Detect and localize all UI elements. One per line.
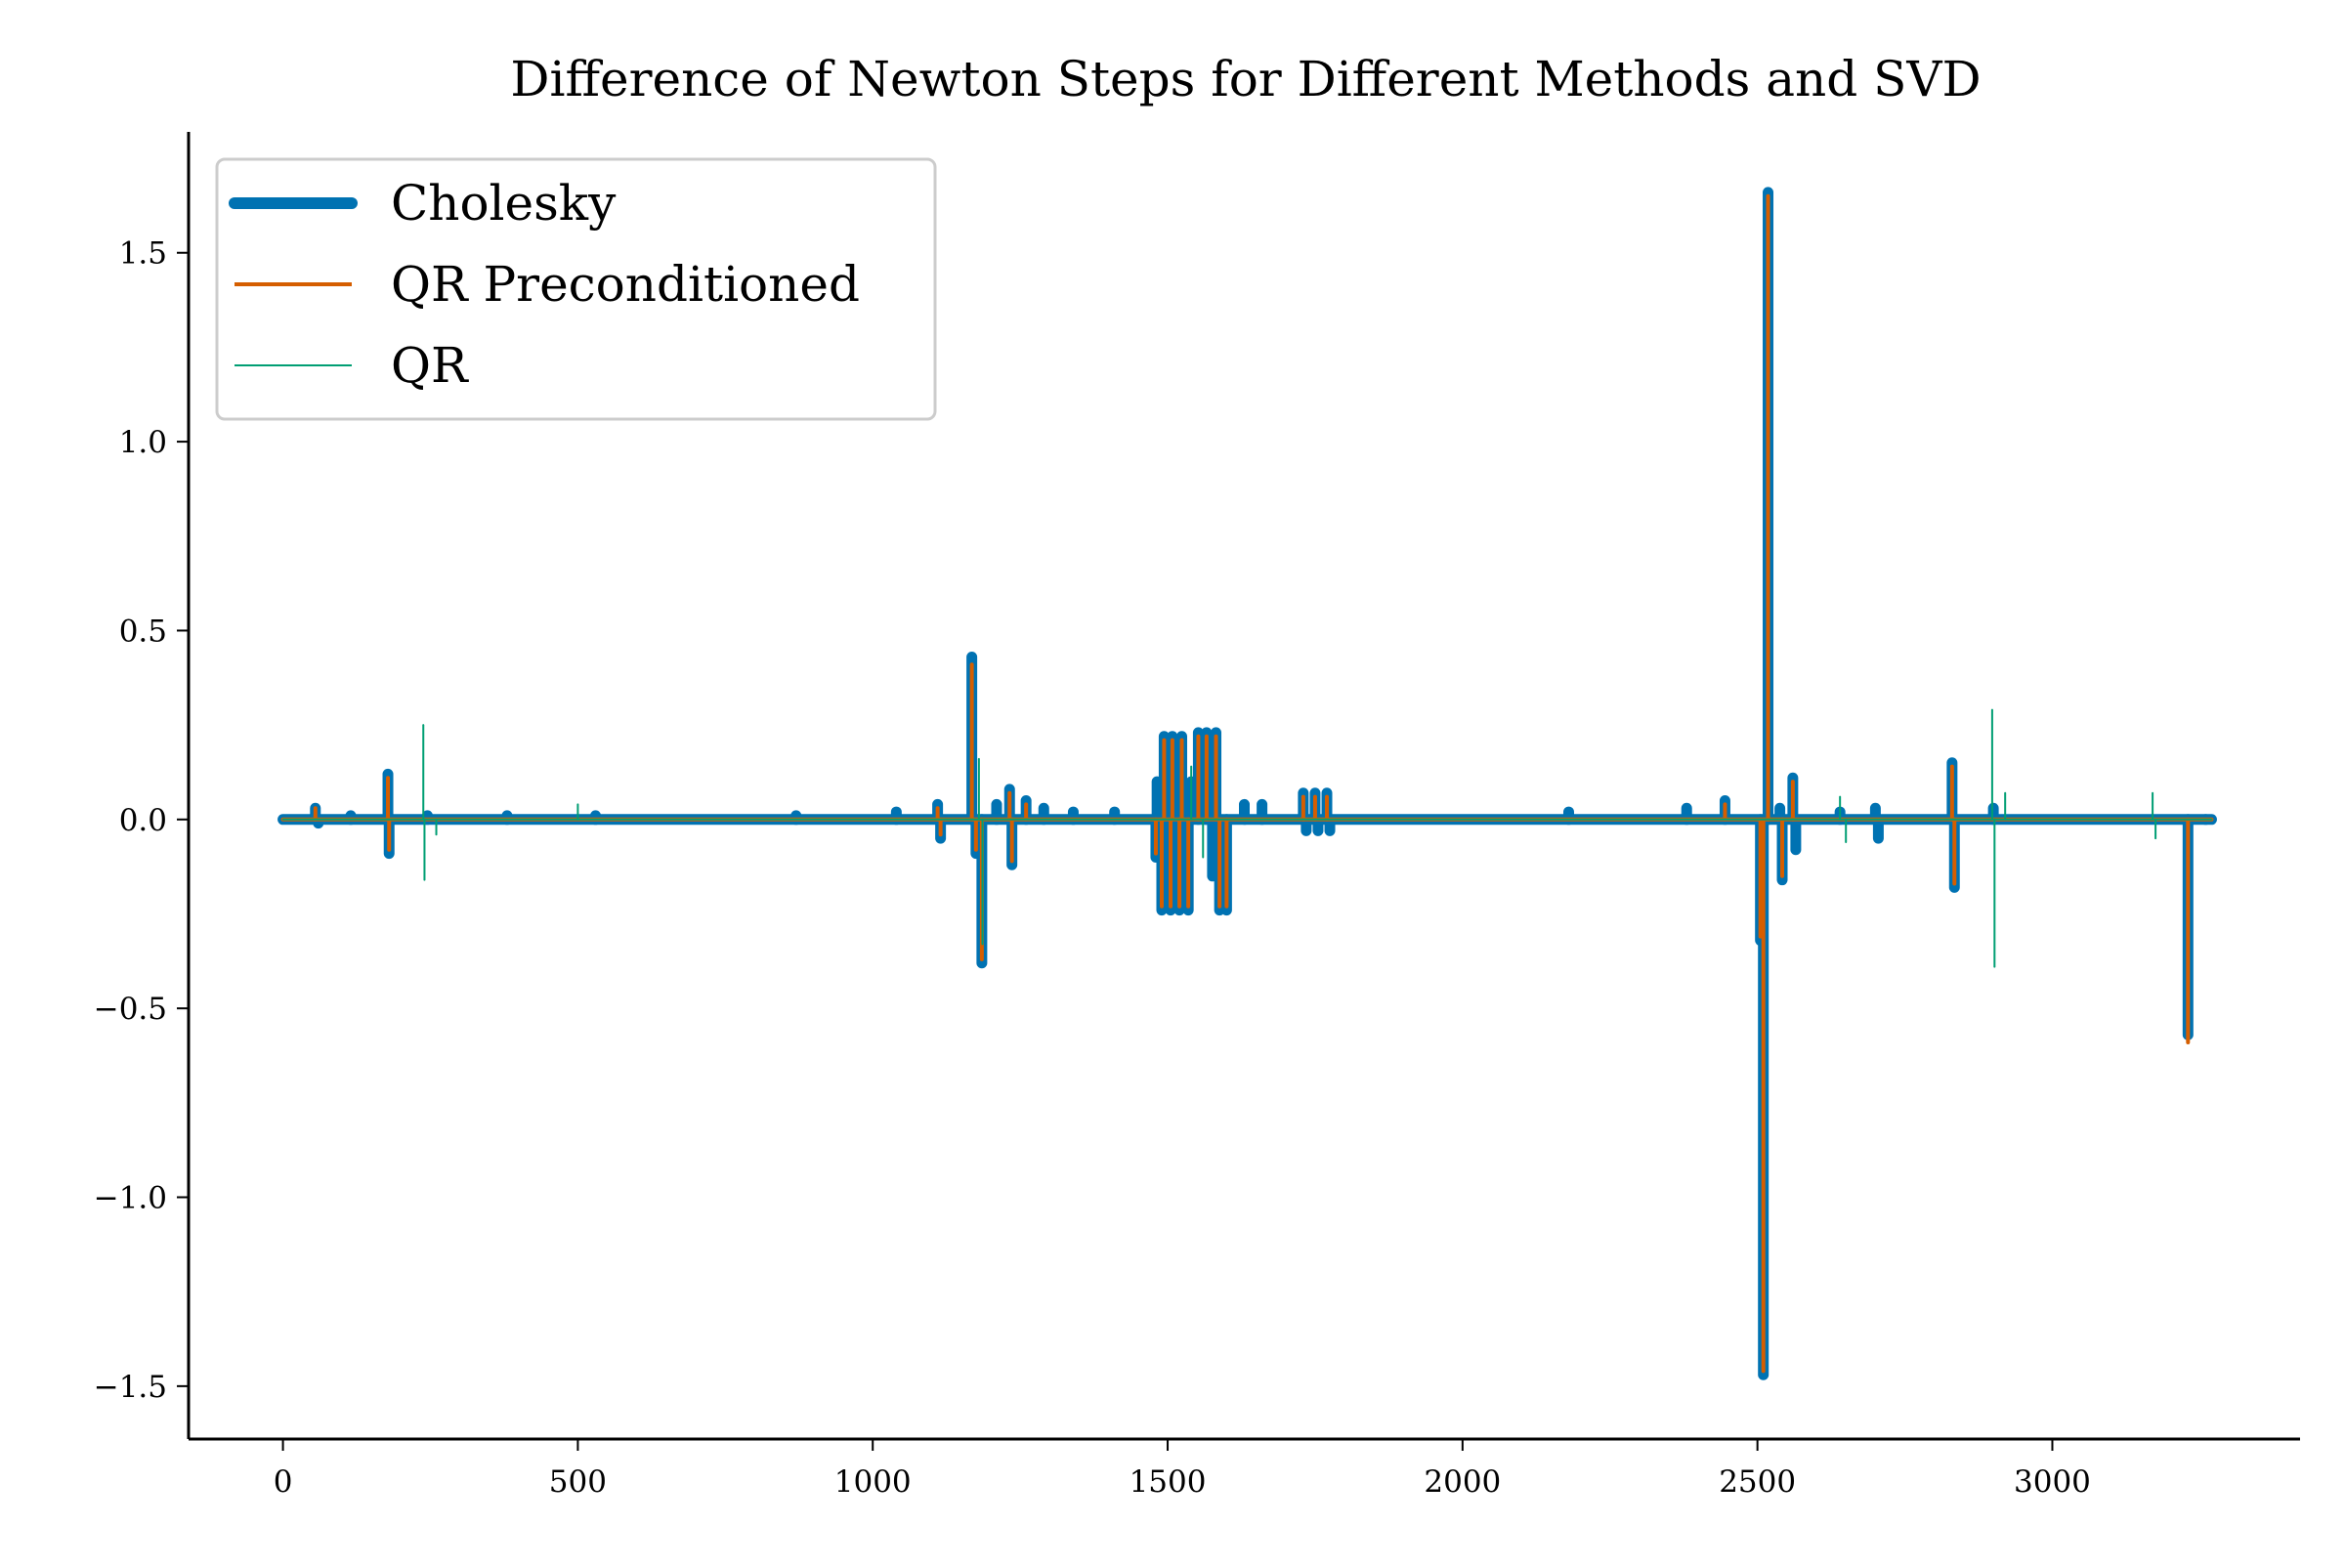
x-tick-label: 1000 (834, 1464, 912, 1500)
legend-label-qr-preconditioned: QR Preconditioned (391, 256, 860, 313)
chart-title: Difference of Newton Steps for Different… (510, 51, 1981, 107)
y-tick-label: 0.0 (119, 803, 167, 838)
y-tick-label: 1.0 (119, 425, 167, 460)
y-tick-label: 0.5 (119, 614, 167, 649)
axes (187, 132, 2300, 1441)
legend-label-qr: QR (391, 337, 469, 394)
x-tick-label: 2500 (1719, 1464, 1796, 1500)
x-tick-label: 1500 (1130, 1464, 1207, 1500)
x-tick-label: 3000 (2014, 1464, 2091, 1500)
y-axis-ticks: −1.5 −1.0 −0.5 0.0 0.5 1.0 1.5 (94, 236, 189, 1405)
legend-box (215, 157, 937, 421)
x-tick-label: 500 (549, 1464, 607, 1500)
series-qr (281, 708, 2213, 968)
y-tick-label: 1.5 (119, 236, 167, 272)
legend-label-cholesky: Cholesky (391, 175, 617, 232)
plot-area (277, 187, 2217, 1380)
y-tick-label: −0.5 (94, 992, 167, 1027)
x-tick-label: 2000 (1424, 1464, 1501, 1500)
legend: Cholesky QR Preconditioned QR (215, 157, 937, 421)
y-tick-label: −1.5 (94, 1370, 167, 1405)
x-axis-ticks: 0 500 1000 1500 2000 2500 3000 (274, 1439, 2091, 1500)
x-tick-label: 0 (274, 1464, 293, 1500)
y-tick-label: −1.0 (94, 1181, 167, 1216)
